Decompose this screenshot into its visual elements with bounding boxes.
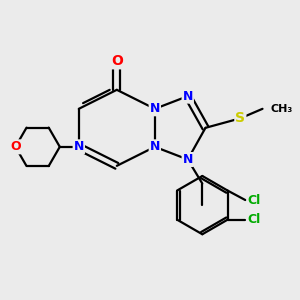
- Text: N: N: [183, 153, 193, 166]
- Text: Cl: Cl: [248, 213, 261, 226]
- Text: N: N: [150, 102, 160, 115]
- Text: N: N: [74, 140, 84, 153]
- Text: O: O: [10, 140, 21, 153]
- Text: O: O: [111, 54, 123, 68]
- Text: N: N: [183, 90, 193, 103]
- Text: N: N: [150, 140, 160, 153]
- Text: S: S: [235, 111, 245, 125]
- Text: Cl: Cl: [248, 194, 261, 206]
- Text: CH₃: CH₃: [270, 104, 292, 114]
